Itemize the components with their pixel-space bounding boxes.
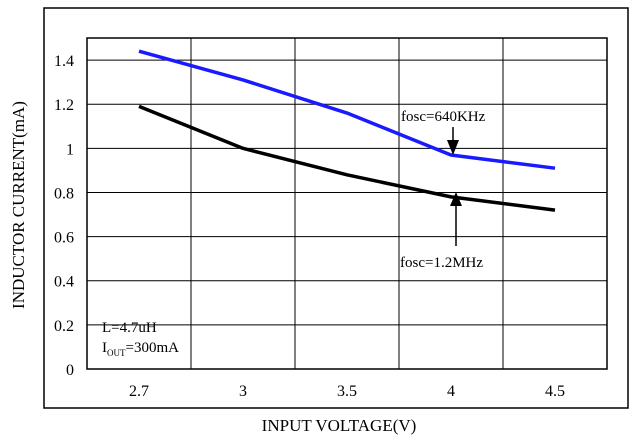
- x-axis-title: INPUT VOLTAGE(V): [262, 416, 417, 435]
- inductor-note: L=4.7uH: [102, 320, 157, 336]
- arrow-1-2mhz: [450, 192, 462, 246]
- y-tick-label: 0.6: [54, 230, 74, 247]
- iout-main: I: [102, 340, 107, 356]
- iout-value: =300mA: [126, 340, 180, 356]
- y-tick-label: 1.2: [54, 97, 74, 114]
- arrow-640khz: [447, 127, 459, 155]
- series-line-640khz: [138, 49, 556, 170]
- x-tick-labels: 2.7 3 3.5 4 4.5: [129, 383, 565, 400]
- x-tick-label: 4: [447, 383, 455, 400]
- y-tick-label: 0: [66, 362, 74, 379]
- x-tick-label: 4.5: [545, 383, 565, 400]
- y-tick-label: 0.2: [54, 318, 74, 335]
- grid: [87, 38, 607, 369]
- y-tick-labels: 0 0.2 0.4 0.6 0.8 1 1.2 1.4: [54, 53, 74, 379]
- outer-frame: [43, 7, 629, 409]
- y-tick-label: 1: [66, 141, 74, 158]
- series-lines: [138, 49, 556, 212]
- x-tick-label: 2.7: [129, 383, 149, 400]
- plot-area: [86, 37, 608, 370]
- y-axis-title: INDUCTOR CURRENT(mA): [9, 101, 28, 309]
- y-tick-label: 0.4: [54, 274, 74, 291]
- y-tick-label: 1.4: [54, 53, 74, 70]
- iout-sub: OUT: [107, 348, 126, 358]
- x-tick-label: 3.5: [337, 383, 357, 400]
- y-tick-label: 0.8: [54, 185, 74, 202]
- x-tick-label: 3: [239, 383, 247, 400]
- annotation-640khz: fosc=640KHz: [401, 109, 486, 125]
- iout-note: IOUT=300mA: [102, 340, 179, 358]
- annotation-1-2mhz: fosc=1.2MHz: [400, 255, 483, 271]
- series-line-1-2mhz: [138, 104, 556, 212]
